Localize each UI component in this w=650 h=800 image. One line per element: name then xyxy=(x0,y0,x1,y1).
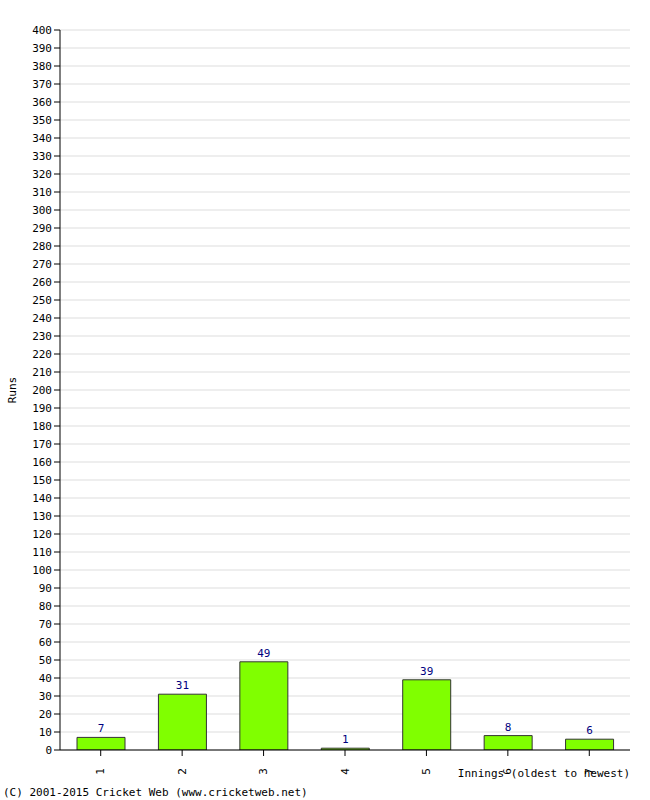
svg-text:170: 170 xyxy=(32,438,52,451)
svg-text:50: 50 xyxy=(39,654,52,667)
svg-text:340: 340 xyxy=(32,132,52,145)
svg-text:1: 1 xyxy=(94,768,107,775)
svg-text:3: 3 xyxy=(257,768,270,775)
svg-text:230: 230 xyxy=(32,330,52,343)
svg-text:31: 31 xyxy=(176,679,189,692)
svg-text:20: 20 xyxy=(39,708,52,721)
svg-text:280: 280 xyxy=(32,240,52,253)
svg-text:6: 6 xyxy=(501,768,514,775)
svg-text:370: 370 xyxy=(32,78,52,91)
svg-text:190: 190 xyxy=(32,402,52,415)
svg-text:1: 1 xyxy=(342,733,349,746)
svg-text:240: 240 xyxy=(32,312,52,325)
svg-text:7: 7 xyxy=(98,722,105,735)
svg-text:0: 0 xyxy=(45,744,52,757)
svg-text:200: 200 xyxy=(32,384,52,397)
svg-text:120: 120 xyxy=(32,528,52,541)
svg-text:100: 100 xyxy=(32,564,52,577)
svg-text:350: 350 xyxy=(32,114,52,127)
svg-text:320: 320 xyxy=(32,168,52,181)
svg-text:400: 400 xyxy=(32,24,52,37)
svg-text:5: 5 xyxy=(420,768,433,775)
svg-text:290: 290 xyxy=(32,222,52,235)
svg-text:390: 390 xyxy=(32,42,52,55)
svg-text:4: 4 xyxy=(339,768,352,775)
svg-text:130: 130 xyxy=(32,510,52,523)
svg-text:80: 80 xyxy=(39,600,52,613)
svg-text:40: 40 xyxy=(39,672,52,685)
svg-text:30: 30 xyxy=(39,690,52,703)
svg-text:330: 330 xyxy=(32,150,52,163)
svg-text:140: 140 xyxy=(32,492,52,505)
svg-text:Runs: Runs xyxy=(8,377,19,404)
svg-text:8: 8 xyxy=(505,721,512,734)
svg-text:150: 150 xyxy=(32,474,52,487)
svg-text:180: 180 xyxy=(32,420,52,433)
svg-text:270: 270 xyxy=(32,258,52,271)
svg-text:60: 60 xyxy=(39,636,52,649)
svg-text:6: 6 xyxy=(586,724,593,737)
svg-text:70: 70 xyxy=(39,618,52,631)
svg-text:2: 2 xyxy=(176,768,189,775)
svg-text:7: 7 xyxy=(583,768,596,775)
svg-text:49: 49 xyxy=(257,647,270,660)
svg-text:110: 110 xyxy=(32,546,52,559)
svg-text:360: 360 xyxy=(32,96,52,109)
svg-text:210: 210 xyxy=(32,366,52,379)
svg-text:250: 250 xyxy=(32,294,52,307)
svg-text:380: 380 xyxy=(32,60,52,73)
svg-text:220: 220 xyxy=(32,348,52,361)
svg-text:39: 39 xyxy=(420,665,433,678)
svg-text:90: 90 xyxy=(39,582,52,595)
svg-text:310: 310 xyxy=(32,186,52,199)
svg-text:160: 160 xyxy=(32,456,52,469)
svg-text:Innings (oldest to newest): Innings (oldest to newest) xyxy=(458,767,630,780)
svg-text:(C) 2001-2015 Cricket Web (www: (C) 2001-2015 Cricket Web (www.cricketwe… xyxy=(8,786,308,799)
svg-text:300: 300 xyxy=(32,204,52,217)
svg-text:260: 260 xyxy=(32,276,52,289)
svg-text:10: 10 xyxy=(39,726,52,739)
